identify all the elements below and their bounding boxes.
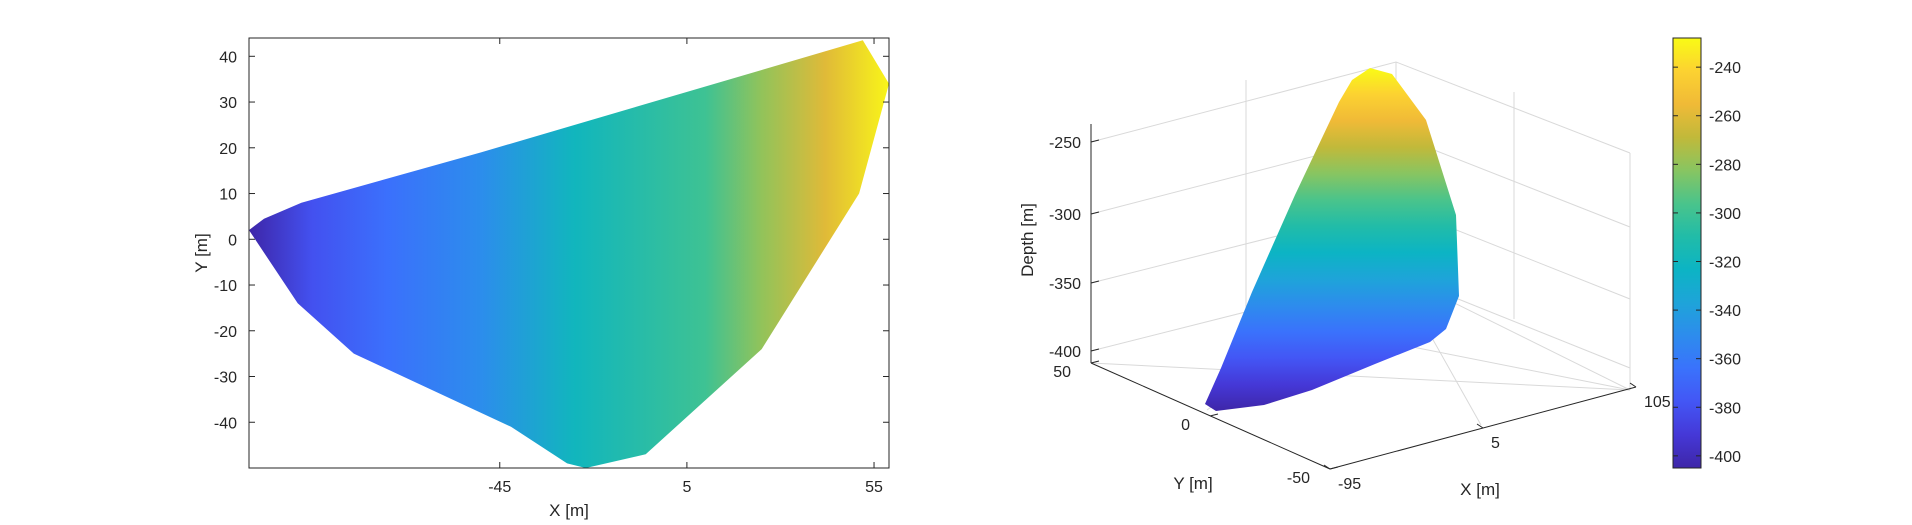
- depth-surface-3d: [1205, 68, 1459, 411]
- colorbar-tick-label: -260: [1709, 109, 1741, 126]
- y-tick-label: -30: [214, 370, 237, 387]
- colorbar-ticks: -400 -380 -360 -340 -320 -300 -280 -260 -240: [1673, 60, 1741, 466]
- colorbar-tick-label: -380: [1709, 400, 1741, 417]
- y-tick-label: 10: [219, 187, 237, 204]
- colorbar-tick-label: -400: [1709, 449, 1741, 466]
- z-tick-label: -350: [1049, 276, 1081, 293]
- colorbar: -400 -380 -360 -340 -320 -300 -280 -260 -240: [1672, 37, 1741, 469]
- z-tick-label: -250: [1049, 135, 1081, 152]
- y-tick-mark-3d: [1090, 360, 1100, 364]
- colorbar-tick-label: -360: [1709, 352, 1741, 369]
- colorbar-tick-label: -240: [1709, 60, 1741, 77]
- y-tick-label: 0: [228, 232, 237, 249]
- y-tick-label: 30: [219, 95, 237, 112]
- y-tick-label: -20: [214, 324, 237, 341]
- colorbar-tick-label: -320: [1709, 255, 1741, 272]
- z-axis-label-3d: Depth [m]: [1018, 203, 1037, 277]
- colorbar-tick-label: -300: [1709, 206, 1741, 223]
- z-ticks-3d: -400 -350 -300 -250: [1049, 135, 1100, 361]
- z-tick-mark: [1090, 280, 1100, 284]
- z-tick-mark: [1090, 348, 1100, 352]
- x-axis-label-2d: X [m]: [549, 501, 589, 520]
- x-tick-label-3d: -95: [1338, 476, 1361, 493]
- z-tick-label: -400: [1049, 344, 1081, 361]
- y-tick-mark-3d: [1329, 466, 1339, 470]
- y-tick-label: 20: [219, 141, 237, 158]
- colorbar-gradient: [1672, 37, 1702, 469]
- x-tick-label: 55: [865, 479, 883, 496]
- z-tick-mark: [1090, 139, 1100, 143]
- grid-floor-line: [1090, 362, 1631, 391]
- x-tick-label: 5: [682, 479, 691, 496]
- y-axis-label-2d: Y [m]: [192, 233, 211, 272]
- x-tick-mark-3d: [1476, 423, 1484, 429]
- y-tick-label: 40: [219, 49, 237, 66]
- x-axis-label-3d: X [m]: [1460, 480, 1500, 499]
- y-ticks-2d: -40 -30 -20 -10 0 10 20 30 40: [214, 49, 889, 432]
- y-axis-label-3d: Y [m]: [1173, 474, 1212, 493]
- y-tick-mark-3d: [1209, 413, 1219, 417]
- y-tick-label-3d: 0: [1181, 417, 1190, 434]
- panel-3d-view: -400 -350 -300 -250 -50 0 50 -95 5 105 Depth [m…: [1018, 61, 1671, 499]
- axes-box-2d: [248, 37, 890, 469]
- depth-surface-2d: [249, 40, 889, 469]
- colorbar-tick-label: -340: [1709, 303, 1741, 320]
- z-tick-mark: [1090, 211, 1100, 215]
- y-tick-label-3d: 50: [1053, 364, 1071, 381]
- x-tick-mark-3d: [1629, 382, 1637, 388]
- x-tick-label-3d: 105: [1644, 394, 1671, 411]
- y-tick-label-3d: -50: [1287, 470, 1310, 487]
- colorbar-tick-label: -280: [1709, 157, 1741, 174]
- x-tick-label-3d: 5: [1491, 435, 1500, 452]
- z-tick-label: -300: [1049, 207, 1081, 224]
- x-tick-mark-3d: [1323, 464, 1331, 470]
- x-ticks-3d: -95 5 105: [1323, 382, 1671, 493]
- y-ticks-3d: -50 0 50: [1053, 360, 1339, 487]
- x-tick-label: -45: [488, 479, 511, 496]
- x-ticks-2d: -45 5 55: [488, 38, 883, 496]
- y-tick-label: -40: [214, 415, 237, 432]
- y-tick-label: -10: [214, 278, 237, 295]
